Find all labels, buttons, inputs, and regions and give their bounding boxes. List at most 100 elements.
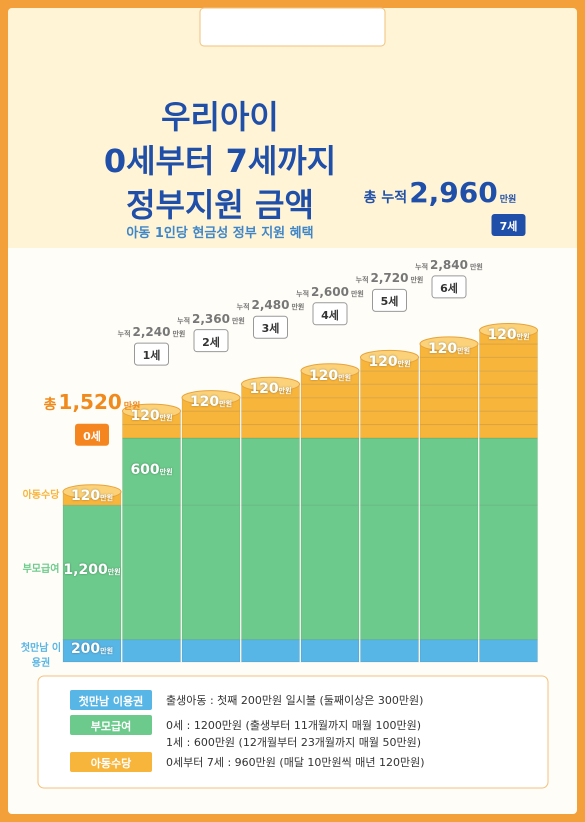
total: 2,960 bbox=[409, 176, 498, 209]
legend-name: 첫만남 이용권 bbox=[78, 695, 144, 708]
value-label: 120만원 bbox=[123, 408, 181, 424]
coin-top bbox=[62, 484, 122, 500]
coin-segment bbox=[419, 356, 479, 372]
coin-segment bbox=[419, 370, 479, 385]
coin-segment bbox=[300, 639, 360, 663]
coin-top bbox=[241, 376, 300, 392]
coin-segment bbox=[419, 437, 479, 506]
age-label: 4세 bbox=[321, 308, 339, 322]
prefix: 누적 bbox=[117, 330, 131, 339]
prefix: 총 누적 bbox=[363, 190, 408, 206]
total: 2,480 bbox=[251, 298, 290, 313]
unit: 만원 bbox=[107, 568, 121, 577]
coin-segment bbox=[419, 639, 479, 663]
value-label: 120만원 bbox=[361, 354, 419, 370]
title-line: 우리아이 bbox=[161, 98, 279, 136]
value: 120 bbox=[70, 488, 101, 505]
age-label: 7세 bbox=[499, 220, 518, 233]
value: 120 bbox=[249, 380, 279, 397]
total: 2,240 bbox=[132, 325, 171, 340]
coin-segment bbox=[479, 437, 538, 506]
value: 120 bbox=[189, 394, 220, 411]
prefix: 누적 bbox=[355, 276, 369, 285]
total-label: 누적 2,360 만원 bbox=[171, 308, 251, 327]
legend-chip bbox=[70, 690, 152, 710]
coin-segment bbox=[181, 639, 241, 663]
coin-segment bbox=[300, 504, 360, 641]
coin-segment bbox=[360, 437, 419, 506]
coin-segment bbox=[360, 410, 419, 426]
unit: 만원 bbox=[338, 373, 352, 382]
coin-segment bbox=[479, 504, 538, 641]
coin-segment bbox=[241, 424, 300, 439]
coin-segment bbox=[181, 424, 241, 439]
total-label: 총 1,520 만원 bbox=[12, 390, 172, 414]
coin-segment bbox=[419, 383, 479, 399]
unit: 만원 bbox=[231, 316, 245, 325]
total-label: 누적 2,480 만원 bbox=[231, 294, 311, 313]
unit: 만원 bbox=[278, 386, 292, 395]
coin-segment bbox=[479, 424, 538, 439]
prefix: 총 bbox=[43, 396, 57, 413]
legend-note: 1세 : 600만원 (12개월부터 23개월까지 매월 50만원) bbox=[166, 736, 422, 749]
unit: 만원 bbox=[100, 646, 114, 655]
coin-segment bbox=[181, 410, 241, 426]
legend-chip bbox=[70, 715, 152, 735]
coin-segment bbox=[479, 383, 538, 399]
prefix: 누적 bbox=[236, 303, 250, 312]
coin-top bbox=[360, 349, 419, 365]
unit: 만원 bbox=[100, 494, 114, 503]
legend-note: 출생아동 : 첫째 200만원 일시불 (둘째이상은 300만원) bbox=[166, 694, 424, 707]
age-tag bbox=[372, 288, 407, 312]
series-side-label: 아동수당 bbox=[22, 490, 60, 502]
total: 2,720 bbox=[370, 271, 409, 286]
unit: 만원 bbox=[457, 346, 471, 355]
coin-segment bbox=[479, 356, 538, 372]
age-label: 3세 bbox=[261, 322, 280, 336]
legend-name: 부모급여 bbox=[90, 720, 132, 733]
coin-segment bbox=[181, 437, 241, 506]
total-label: 누적 2,240 만원 bbox=[112, 321, 192, 340]
age-tag bbox=[193, 329, 229, 353]
coin-segment bbox=[181, 504, 241, 641]
total: 2,360 bbox=[192, 311, 230, 326]
value: 120 bbox=[427, 340, 458, 357]
age-tag bbox=[134, 342, 169, 366]
total-label: 누적 2,600 만원 bbox=[290, 281, 370, 300]
age-tag bbox=[312, 302, 348, 326]
total-label: 누적 2,840 만원 bbox=[409, 254, 489, 273]
legend-name: 아동수당 bbox=[90, 757, 132, 770]
age-tag bbox=[75, 423, 109, 446]
age-label: 5세 bbox=[380, 295, 399, 309]
coin-segment bbox=[419, 397, 479, 412]
value-label: 200만원 bbox=[63, 641, 121, 657]
coin-segment bbox=[122, 639, 181, 663]
prefix: 누적 bbox=[296, 289, 310, 298]
value: 120 bbox=[368, 354, 398, 371]
age-label: 1세 bbox=[142, 349, 161, 363]
coin-segment bbox=[241, 437, 300, 506]
unit: 만원 bbox=[469, 262, 483, 271]
total: 2,600 bbox=[311, 284, 349, 299]
title-line: 0세부터 7세까지 bbox=[103, 142, 337, 180]
coin-segment bbox=[300, 424, 360, 439]
coin-segment bbox=[360, 639, 419, 663]
total-label: 누적 2,720 만원 bbox=[350, 267, 430, 286]
unit: 만원 bbox=[410, 276, 424, 285]
coin-segment bbox=[479, 397, 538, 412]
coin-top bbox=[300, 363, 360, 379]
unit: 만원 bbox=[219, 400, 233, 409]
unit: 만원 bbox=[350, 289, 364, 298]
coin-top bbox=[122, 403, 181, 419]
unit: 만원 bbox=[123, 401, 141, 412]
coin-segment bbox=[122, 424, 181, 439]
total: 1,520 bbox=[58, 389, 122, 414]
coin-segment bbox=[419, 410, 479, 426]
age-tag bbox=[253, 315, 288, 339]
total-label: 총 누적2,960 만원 bbox=[360, 176, 520, 209]
legend-note: 0세 : 1200만원 (출생부터 11개월까지 매월 100만원) bbox=[166, 719, 422, 732]
title-tab bbox=[199, 7, 386, 47]
series-side-label: 첫만남 이용권 bbox=[20, 642, 62, 669]
coin-segment bbox=[300, 410, 360, 426]
